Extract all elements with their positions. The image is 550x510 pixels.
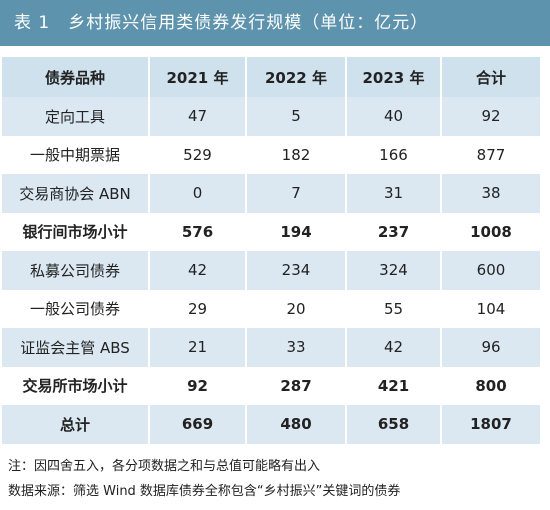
table-cell: 287 bbox=[245, 366, 347, 405]
table-cell: 47 bbox=[148, 97, 247, 136]
table-cell: 194 bbox=[245, 212, 347, 251]
row-label: 一般中期票据 bbox=[0, 135, 150, 174]
table-cell: 0 bbox=[148, 174, 247, 213]
row-label: 总计 bbox=[0, 405, 150, 444]
table-cell: 38 bbox=[440, 174, 542, 213]
row-label: 交易所市场小计 bbox=[0, 366, 150, 405]
table-cell: 5 bbox=[245, 97, 347, 136]
row-label: 证监会主管 ABS bbox=[0, 328, 150, 367]
table-row: 总计 669 480 658 1807 bbox=[0, 405, 542, 444]
table-cell: 33 bbox=[245, 328, 347, 367]
table-cell: 480 bbox=[245, 405, 347, 444]
notes: 注：因四舍五入，各分项数据之和与总值可能略有出入数据来源：筛选 Wind 数据库… bbox=[0, 454, 550, 504]
table-cell: 669 bbox=[148, 405, 247, 444]
row-label: 一般公司债券 bbox=[0, 289, 150, 328]
header-row: 债券品种 2021 年 2022 年 2023 年合计 bbox=[0, 57, 542, 97]
table-row: 交易所市场小计 92 287 421 800 bbox=[0, 366, 542, 405]
note: 数据来源：筛选 Wind 数据库债券全称包含“乡村振兴”关键词的债券 bbox=[8, 483, 401, 499]
column-header: 2021 年 bbox=[148, 57, 247, 97]
table-cell: 800 bbox=[440, 366, 542, 405]
table-row: 定向工具 47 5 40 92 bbox=[0, 97, 542, 136]
table-cell: 104 bbox=[440, 289, 542, 328]
table-row: 一般公司债券 29 20 55 104 bbox=[0, 289, 542, 328]
table-cell: 20 bbox=[245, 289, 347, 328]
table-row: 交易商协会 ABN 0 7 31 38 bbox=[0, 174, 542, 213]
table-cell: 166 bbox=[345, 135, 442, 174]
table-cell: 40 bbox=[345, 97, 442, 136]
column-header: 2023 年 bbox=[345, 57, 442, 97]
table-cell: 96 bbox=[440, 328, 542, 367]
table-cell: 658 bbox=[345, 405, 442, 444]
table-cell: 421 bbox=[345, 366, 442, 405]
table-cell: 21 bbox=[148, 328, 247, 367]
table-cell: 42 bbox=[345, 328, 442, 367]
table-row: 私募公司债券 42 234 324 600 bbox=[0, 251, 542, 290]
table-cell: 29 bbox=[148, 289, 247, 328]
table-title: 表 1 乡村振兴信用类债券发行规模（单位：亿元） bbox=[0, 0, 550, 46]
column-header: 合计 bbox=[440, 57, 542, 97]
table-cell: 576 bbox=[148, 212, 247, 251]
table-cell: 92 bbox=[440, 97, 542, 136]
row-label: 银行间市场小计 bbox=[0, 212, 150, 251]
table-cell: 7 bbox=[245, 174, 347, 213]
table-body: 定向工具 47 5 40 92 一般中期票据 529 182 166 877 交易商协会 ABN 0 7… bbox=[0, 97, 542, 444]
table: 债券品种 2021 年 2022 年 2023 年合计 定向工具 47 5 40 92 一般中期… bbox=[0, 57, 542, 444]
table-cell: 42 bbox=[148, 251, 247, 290]
row-label: 交易商协会 ABN bbox=[0, 174, 150, 213]
table-cell: 1008 bbox=[440, 212, 542, 251]
table-cell: 31 bbox=[345, 174, 442, 213]
table-header: 债券品种 2021 年 2022 年 2023 年合计 bbox=[0, 57, 542, 97]
row-label: 定向工具 bbox=[0, 97, 150, 136]
table-cell: 1807 bbox=[440, 405, 542, 444]
table-cell: 324 bbox=[345, 251, 442, 290]
table-cell: 234 bbox=[245, 251, 347, 290]
table-row: 证监会主管 ABS 21 33 42 96 bbox=[0, 328, 542, 367]
table-row: 银行间市场小计 576 194 237 1008 bbox=[0, 212, 542, 251]
column-header: 2022 年 bbox=[245, 57, 347, 97]
table-cell: 600 bbox=[440, 251, 542, 290]
table-cell: 529 bbox=[148, 135, 247, 174]
table-cell: 237 bbox=[345, 212, 442, 251]
table-cell: 55 bbox=[345, 289, 442, 328]
column-header: 债券品种 bbox=[0, 57, 150, 97]
note: 注：因四舍五入，各分项数据之和与总值可能略有出入 bbox=[8, 458, 321, 474]
table-cell: 182 bbox=[245, 135, 347, 174]
table-row: 一般中期票据 529 182 166 877 bbox=[0, 135, 542, 174]
table-cell: 92 bbox=[148, 366, 247, 405]
table-cell: 877 bbox=[440, 135, 542, 174]
row-label: 私募公司债券 bbox=[0, 251, 150, 290]
